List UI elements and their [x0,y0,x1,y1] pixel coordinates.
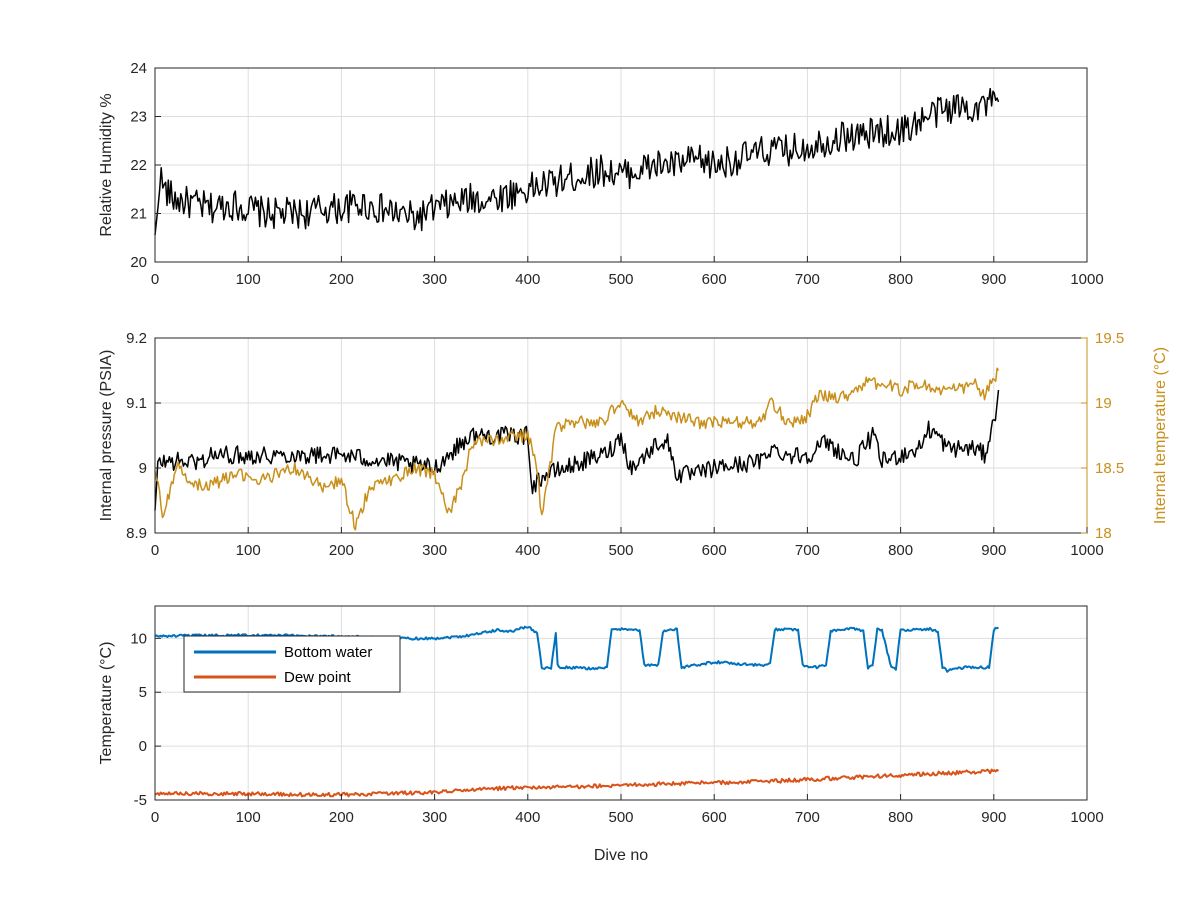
pressure-x-tick-label: 1000 [1070,542,1103,559]
internal-temperature-y-tick-label: 18.5 [1095,460,1124,477]
humidity-series-line-0 [154,87,1000,236]
temperature-x-tick-label: 1000 [1070,809,1103,826]
temperature-x-tick-label: 800 [888,809,913,826]
temperature-x-tick-label: 700 [795,809,820,826]
humidity-x-tick-label: 300 [422,271,447,288]
humidity-x-tick-label: 1000 [1070,271,1103,288]
temperature-y-axis-label: Temperature (°C) [98,642,115,765]
humidity-x-tick-label: 800 [888,271,913,288]
pressure-series-line-0 [154,389,1000,511]
humidity-x-tick-label: 600 [702,271,727,288]
temperature-x-tick-label: 300 [422,809,447,826]
temperature-x-tick-label: 200 [329,809,354,826]
humidity-series [154,87,1000,236]
temperature-y-tick-label: 0 [139,738,147,755]
pressure-y-tick-label: 9 [139,460,147,477]
temperature-x-tick-label: 100 [236,809,261,826]
legend-label-dew-point: Dew point [284,669,352,686]
pressure-x-tick-label: 700 [795,542,820,559]
temperature-x-tick-label: 400 [515,809,540,826]
humidity-x-tick-label: 200 [329,271,354,288]
pressure-x-tick-label: 800 [888,542,913,559]
humidity-x-tick-label: 100 [236,271,261,288]
temperature-x-tick-label: 500 [608,809,633,826]
pressure-x-tick-label: 100 [236,542,261,559]
humidity-x-tick-label: 0 [151,271,159,288]
temperature-x-tick-label: 0 [151,809,159,826]
humidity-y-tick-label: 22 [130,157,147,174]
temperature-x-tick-label: 900 [981,809,1006,826]
pressure-x-tick-label: 900 [981,542,1006,559]
humidity-x-tick-label: 900 [981,271,1006,288]
pressure-series-line-1 [154,367,1000,531]
legend-box [183,635,401,693]
humidity-y-tick-label: 21 [130,206,147,223]
temperature-grid [154,606,1088,801]
pressure-series [154,367,1000,531]
humidity-y-axis-label: Relative Humidity % [98,93,115,236]
pressure-x-tick-label: 200 [329,542,354,559]
humidity-panel: 0 100 200 300 400 500 600 700 800 900 1000 20 21 22 23… [98,60,1104,288]
pressure-y-tick-label: 9.1 [126,395,147,412]
temperature-y-tick-label: -5 [134,792,147,809]
pressure-ticks: 0 100 200 300 400 500 600 700 800 900 1000 8.9 9 9.1 9… [126,330,1124,559]
humidity-y-tick-label: 20 [130,254,147,271]
humidity-x-tick-label: 500 [608,271,633,288]
temperature-legend: Bottom water Dew point [183,635,401,693]
internal-temperature-y-tick-label: 19.5 [1095,330,1124,347]
humidity-y-tick-label: 24 [130,60,147,77]
temperature-x-tick-label: 600 [702,809,727,826]
internal-temperature-y-axis-label: Internal temperature (°C) [1152,347,1169,524]
humidity-y-tick-label: 23 [130,109,147,126]
temperature-series [154,625,1000,798]
pressure-y-tick-label: 9.2 [126,330,147,347]
temperature-series-line-0 [154,625,999,673]
humidity-x-tick-label: 700 [795,271,820,288]
humidity-ticks: 0 100 200 300 400 500 600 700 800 900 1000 20 21 22 23… [130,60,1103,288]
internal-temperature-y-tick-label: 19 [1095,395,1112,412]
pressure-x-tick-label: 500 [608,542,633,559]
pressure-x-tick-label: 300 [422,542,447,559]
humidity-x-tick-label: 400 [515,271,540,288]
pressure-x-tick-label: 400 [515,542,540,559]
temperature-y-tick-label: 10 [130,630,147,647]
dive-no-x-axis-label: Dive no [594,847,648,864]
pressure-panel: 0 100 200 300 400 500 600 700 800 900 1000 8.9 9 9.1 9… [98,330,1169,559]
pressure-y-axis-label: Internal pressure (PSIA) [98,350,115,522]
temperature-y-tick-label: 5 [139,684,147,701]
temperature-series-line-1 [154,768,1000,798]
pressure-y-tick-label: 8.9 [126,525,147,542]
legend-label-bottom-water: Bottom water [284,644,372,661]
pressure-x-tick-label: 0 [151,542,159,559]
internal-temperature-y-tick-label: 18 [1095,525,1112,542]
pressure-x-tick-label: 600 [702,542,727,559]
